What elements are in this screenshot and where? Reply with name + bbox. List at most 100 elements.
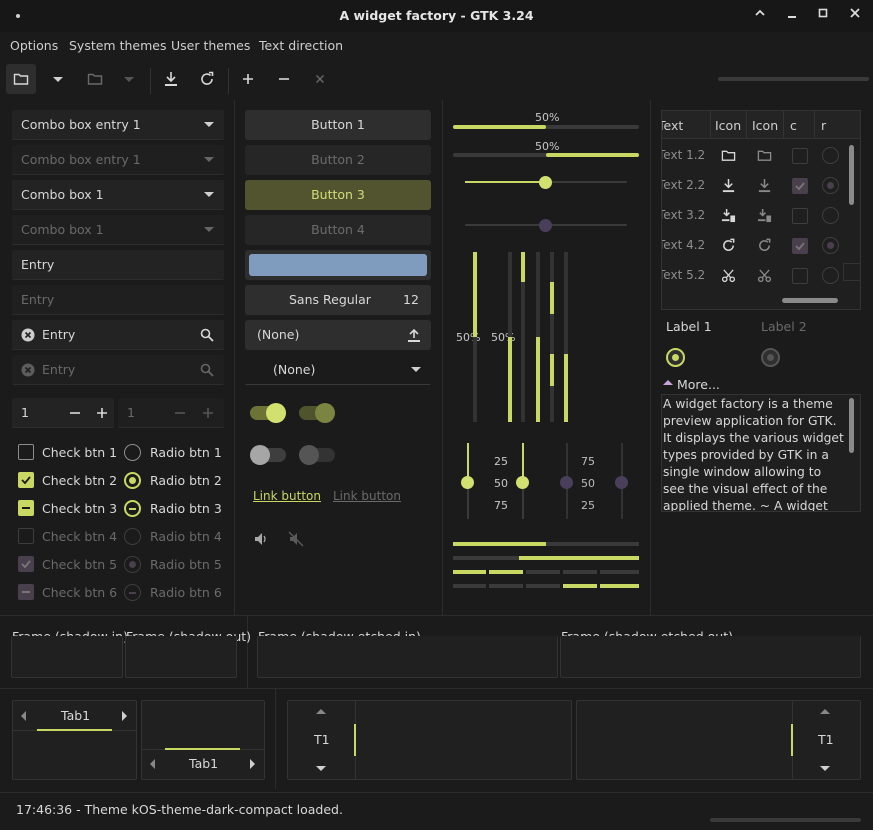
table-row-text[interactable]: Text 5.2 (661, 268, 706, 282)
tree-check[interactable] (792, 238, 808, 254)
radio-button-1[interactable] (124, 444, 141, 461)
chevron-left-icon[interactable] (150, 759, 155, 769)
vscale-1-knob[interactable] (461, 476, 474, 489)
tree-radio[interactable] (822, 267, 839, 284)
button-1[interactable]: Button 1 (245, 110, 431, 140)
tab-left-label[interactable]: T1 (314, 732, 330, 747)
open-folder-disabled-button (80, 64, 110, 94)
maximize-button[interactable] (813, 6, 833, 26)
progress-bar-1-fill (453, 125, 546, 129)
vertical-scrollbar[interactable] (849, 145, 854, 205)
tree-check[interactable] (792, 178, 808, 194)
radio-button-2[interactable] (124, 472, 141, 489)
notebook-bottom (141, 700, 265, 780)
color-button[interactable] (245, 250, 431, 280)
volume-icon[interactable] (253, 531, 269, 547)
tree-radio[interactable] (822, 207, 839, 224)
chevron-right-icon[interactable] (122, 711, 127, 721)
table-row-text[interactable]: Text 3.2 (661, 208, 706, 222)
menu-options[interactable]: Options (10, 38, 59, 53)
combo-box[interactable]: Combo box 1 (12, 180, 224, 210)
tree-view[interactable]: Text Icon Icon c r Text 1.2 Text 2.2 Tex… (661, 110, 861, 310)
search-entry[interactable]: Entry (12, 320, 224, 350)
horizontal-scrollbar[interactable] (782, 298, 838, 303)
column-header-icon[interactable]: Icon (715, 118, 742, 133)
menu-text-direction[interactable]: Text direction (259, 38, 344, 53)
vertical-scrollbar[interactable] (849, 398, 854, 453)
text-entry[interactable]: Entry (12, 250, 224, 280)
checkmark-icon (795, 182, 805, 191)
clear-icon[interactable] (21, 328, 35, 342)
collapse-button[interactable] (750, 6, 770, 26)
minus-icon[interactable] (68, 406, 82, 420)
file-chooser-button[interactable]: (None) (245, 320, 431, 350)
window-title: A widget factory - GTK 3.24 (339, 8, 534, 23)
text-entry-value: Entry (21, 257, 55, 272)
tree-check[interactable] (792, 208, 808, 224)
column-header-text[interactable]: Text (662, 118, 684, 133)
download-button[interactable] (156, 64, 186, 94)
switch-off[interactable] (250, 445, 286, 465)
tab-bottom-label[interactable]: Tab1 (189, 756, 219, 771)
menu-system-themes[interactable]: System themes (69, 38, 167, 53)
refresh-icon (723, 238, 735, 251)
tree-check[interactable] (792, 148, 808, 164)
open-menu-chevron-down-icon[interactable] (53, 77, 63, 82)
chevron-down-icon[interactable] (316, 766, 326, 771)
tab-top-label[interactable]: Tab1 (61, 708, 91, 723)
table-row-text[interactable]: Text 4.2 (661, 238, 706, 252)
column-header-icon[interactable]: Icon (752, 118, 779, 133)
font-button[interactable]: Sans Regular 12 (245, 285, 431, 315)
tree-radio[interactable] (822, 177, 839, 194)
remove-button[interactable] (269, 64, 299, 94)
vscale-2-knob[interactable] (516, 476, 529, 489)
chevron-up-icon[interactable] (820, 709, 830, 714)
text-view[interactable]: A widget factory is a theme preview appl… (661, 394, 861, 512)
radio-button-3-label: Radio btn 3 (150, 501, 222, 516)
plus-icon[interactable] (95, 406, 109, 420)
check-button-1[interactable] (18, 444, 34, 460)
column-header-check[interactable]: c (790, 118, 797, 133)
chevron-right-icon[interactable] (250, 759, 255, 769)
window-menu-dot[interactable] (16, 14, 20, 18)
minimize-button[interactable] (782, 6, 802, 26)
tree-radio[interactable] (822, 237, 839, 254)
radio-indicator[interactable] (666, 348, 685, 367)
tab-bottom-indicator (165, 748, 240, 750)
expander-arrow-icon[interactable] (663, 380, 673, 385)
expander-label[interactable]: More... (677, 377, 720, 392)
font-name: Sans Regular (289, 292, 371, 307)
column-header-radio[interactable]: r (821, 118, 827, 133)
chevron-up-icon[interactable] (316, 709, 326, 714)
switch-knob (315, 403, 335, 423)
table-row-text[interactable]: Text 1.2 (661, 148, 706, 162)
check-button-2[interactable] (18, 472, 34, 488)
add-button[interactable] (233, 64, 263, 94)
refresh-button[interactable] (192, 64, 222, 94)
switch-on[interactable] (250, 403, 286, 423)
combo-box-none[interactable]: (None) (245, 355, 431, 385)
button-4: Button 4 (245, 215, 431, 245)
link-button[interactable]: Link button (253, 489, 321, 503)
tree-radio[interactable] (822, 147, 839, 164)
tree-view-header (662, 111, 860, 139)
combo-box-entry[interactable]: Combo box entry 1 (12, 110, 224, 140)
radio-button-3[interactable] (124, 500, 141, 517)
separator (0, 688, 873, 689)
tree-check[interactable] (792, 268, 808, 284)
scale-1-knob[interactable] (539, 176, 552, 189)
button-3[interactable]: Button 3 (245, 180, 431, 210)
check-button-3[interactable] (18, 500, 34, 516)
spin-button[interactable]: 1 (12, 398, 114, 428)
status-progress-bar (710, 818, 861, 822)
table-row-text[interactable]: Text 2.2 (661, 178, 706, 192)
menu-user-themes[interactable]: User themes (171, 38, 251, 53)
chevron-down-icon[interactable] (820, 766, 830, 771)
open-folder-button[interactable] (6, 64, 36, 94)
tab-right-label[interactable]: T1 (818, 732, 834, 747)
check-button-5-label: Check btn 5 (42, 557, 118, 572)
chevron-left-icon[interactable] (21, 711, 26, 721)
close-button[interactable] (845, 6, 865, 26)
separator (275, 689, 276, 789)
title-bar (0, 0, 873, 32)
